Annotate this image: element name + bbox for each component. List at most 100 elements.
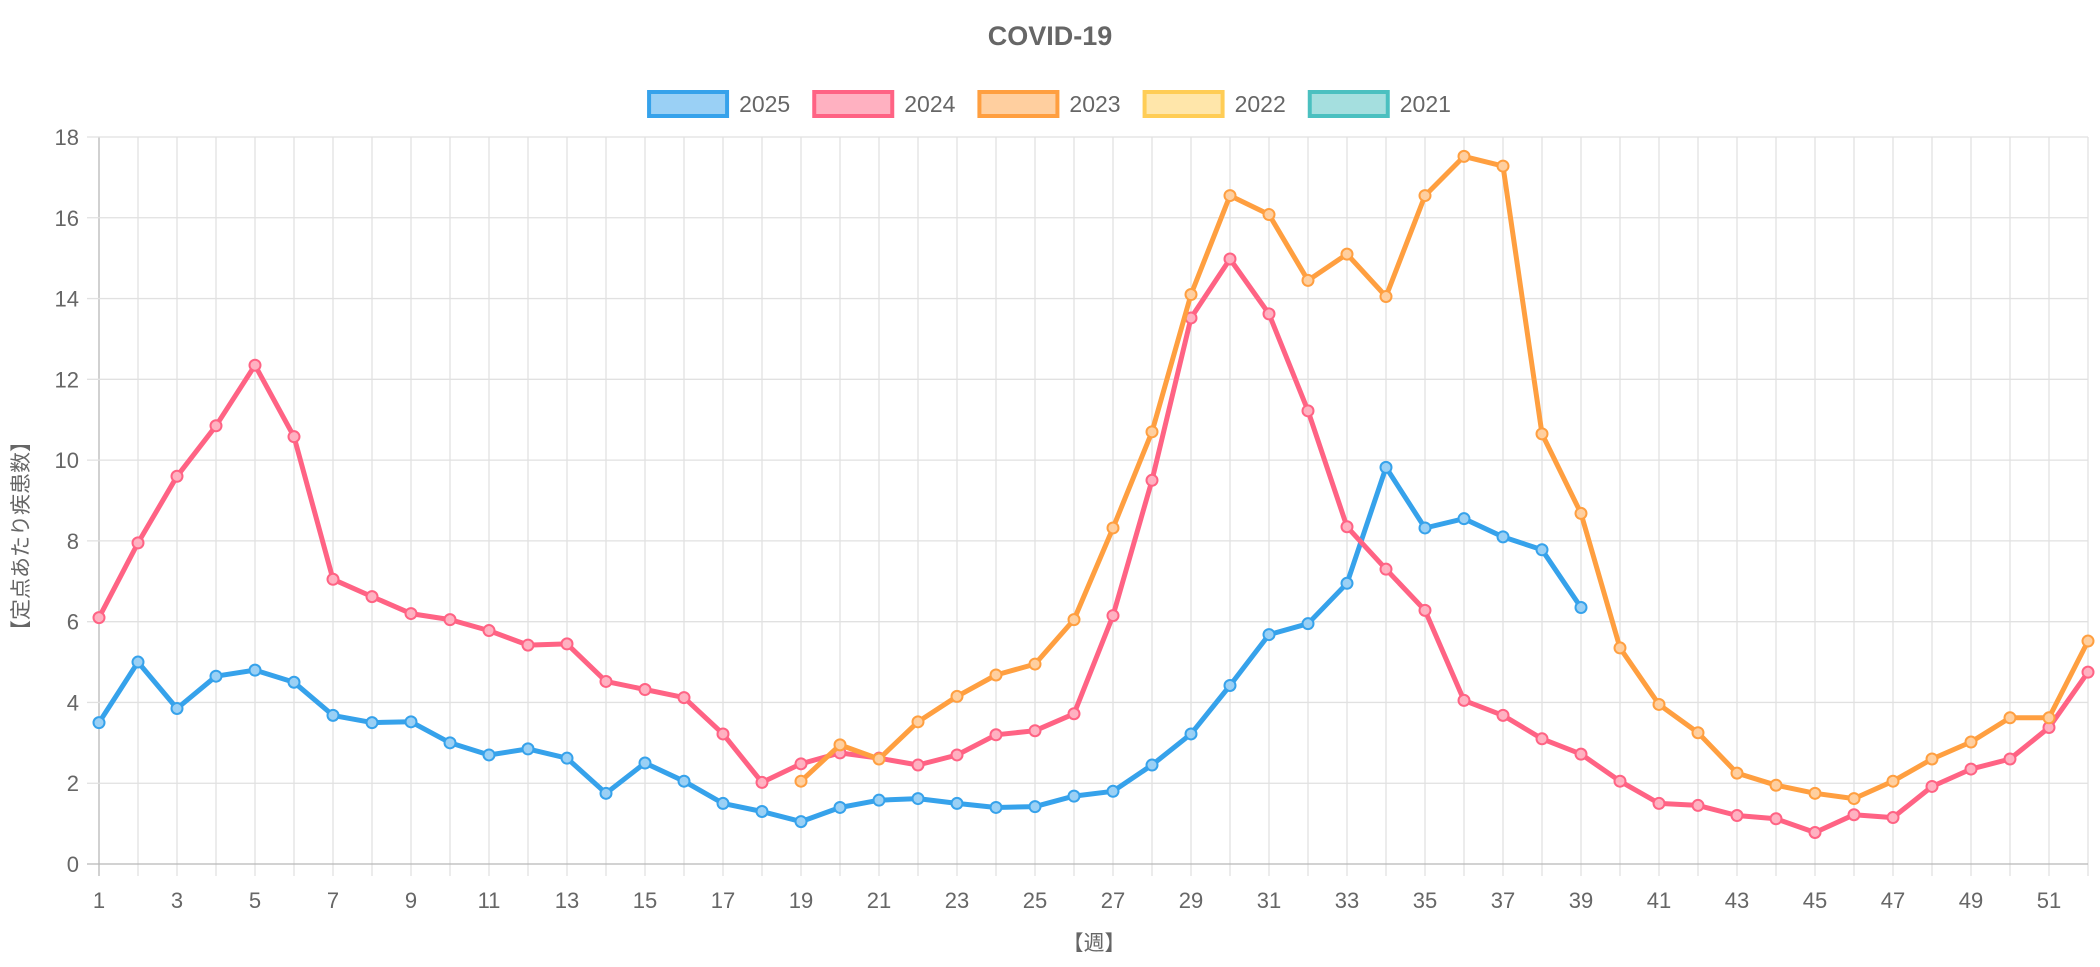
- data-point[interactable]: [2003, 711, 2017, 725]
- data-point[interactable]: [1340, 520, 1354, 534]
- data-point[interactable]: [755, 804, 769, 818]
- data-point[interactable]: [1613, 774, 1627, 788]
- data-point[interactable]: [1262, 628, 1276, 642]
- data-point[interactable]: [1847, 792, 1861, 806]
- data-point[interactable]: [1574, 601, 1588, 615]
- legend-item-2021[interactable]: 2021: [1307, 90, 1451, 118]
- data-point[interactable]: [1886, 811, 1900, 825]
- data-point[interactable]: [1496, 159, 1510, 173]
- data-point[interactable]: [1730, 766, 1744, 780]
- data-point[interactable]: [1028, 800, 1042, 814]
- data-point[interactable]: [599, 674, 613, 688]
- data-point[interactable]: [404, 607, 418, 621]
- data-point[interactable]: [170, 469, 184, 483]
- data-point[interactable]: [1223, 252, 1237, 266]
- data-point[interactable]: [1496, 708, 1510, 722]
- data-point[interactable]: [1067, 789, 1081, 803]
- data-point[interactable]: [170, 702, 184, 716]
- data-point[interactable]: [248, 358, 262, 372]
- data-point[interactable]: [2042, 711, 2056, 725]
- data-point[interactable]: [1379, 562, 1393, 576]
- data-point[interactable]: [92, 611, 106, 625]
- legend-item-2023[interactable]: 2023: [977, 90, 1121, 118]
- data-point[interactable]: [911, 792, 925, 806]
- data-point[interactable]: [989, 728, 1003, 742]
- data-point[interactable]: [2003, 752, 2017, 766]
- data-point[interactable]: [209, 419, 223, 433]
- data-point[interactable]: [716, 727, 730, 741]
- data-point[interactable]: [1691, 798, 1705, 812]
- data-point[interactable]: [1223, 678, 1237, 692]
- data-point[interactable]: [2081, 665, 2095, 679]
- data-point[interactable]: [1184, 727, 1198, 741]
- data-point[interactable]: [950, 796, 964, 810]
- data-point[interactable]: [1457, 512, 1471, 526]
- data-point[interactable]: [1106, 784, 1120, 798]
- data-point[interactable]: [677, 691, 691, 705]
- data-point[interactable]: [833, 800, 847, 814]
- data-point[interactable]: [872, 793, 886, 807]
- data-point[interactable]: [248, 663, 262, 677]
- data-point[interactable]: [1379, 290, 1393, 304]
- data-point[interactable]: [482, 748, 496, 762]
- data-point[interactable]: [1301, 273, 1315, 287]
- data-point[interactable]: [1496, 530, 1510, 544]
- data-point[interactable]: [521, 638, 535, 652]
- data-point[interactable]: [287, 430, 301, 444]
- data-point[interactable]: [131, 536, 145, 550]
- data-point[interactable]: [1145, 425, 1159, 439]
- data-point[interactable]: [794, 815, 808, 829]
- data-point[interactable]: [2081, 634, 2095, 648]
- data-point[interactable]: [911, 715, 925, 729]
- data-point[interactable]: [950, 689, 964, 703]
- data-point[interactable]: [1067, 613, 1081, 627]
- data-point[interactable]: [1457, 693, 1471, 707]
- data-point[interactable]: [1535, 427, 1549, 441]
- data-point[interactable]: [1262, 208, 1276, 222]
- data-point[interactable]: [1769, 778, 1783, 792]
- data-point[interactable]: [560, 637, 574, 651]
- data-point[interactable]: [950, 748, 964, 762]
- data-point[interactable]: [1340, 247, 1354, 261]
- data-point[interactable]: [1028, 657, 1042, 671]
- data-point[interactable]: [1262, 307, 1276, 321]
- data-point[interactable]: [1418, 189, 1432, 203]
- data-point[interactable]: [1028, 724, 1042, 738]
- data-point[interactable]: [1964, 735, 1978, 749]
- data-point[interactable]: [287, 675, 301, 689]
- data-point[interactable]: [833, 738, 847, 752]
- data-point[interactable]: [638, 683, 652, 697]
- data-point[interactable]: [599, 786, 613, 800]
- data-point[interactable]: [1301, 617, 1315, 631]
- data-point[interactable]: [1808, 825, 1822, 839]
- data-point[interactable]: [755, 775, 769, 789]
- data-point[interactable]: [1925, 779, 1939, 793]
- data-point[interactable]: [1223, 189, 1237, 203]
- data-point[interactable]: [1145, 473, 1159, 487]
- data-point[interactable]: [1925, 752, 1939, 766]
- data-point[interactable]: [326, 572, 340, 586]
- data-point[interactable]: [1379, 460, 1393, 474]
- legend-item-2024[interactable]: 2024: [812, 90, 956, 118]
- data-point[interactable]: [1340, 576, 1354, 590]
- data-point[interactable]: [1691, 726, 1705, 740]
- data-point[interactable]: [1106, 609, 1120, 623]
- data-point[interactable]: [1418, 521, 1432, 535]
- data-point[interactable]: [560, 751, 574, 765]
- data-point[interactable]: [1067, 707, 1081, 721]
- data-point[interactable]: [1535, 543, 1549, 557]
- data-point[interactable]: [872, 752, 886, 766]
- data-point[interactable]: [521, 742, 535, 756]
- data-point[interactable]: [1574, 747, 1588, 761]
- data-point[interactable]: [482, 624, 496, 638]
- data-point[interactable]: [326, 708, 340, 722]
- data-point[interactable]: [1184, 288, 1198, 302]
- data-point[interactable]: [716, 796, 730, 810]
- data-point[interactable]: [638, 756, 652, 770]
- data-point[interactable]: [1769, 812, 1783, 826]
- data-point[interactable]: [404, 715, 418, 729]
- legend[interactable]: 2025 2024 2023 2022 2021: [647, 90, 1451, 118]
- data-point[interactable]: [677, 774, 691, 788]
- legend-item-2025[interactable]: 2025: [647, 90, 790, 118]
- data-point[interactable]: [1613, 641, 1627, 655]
